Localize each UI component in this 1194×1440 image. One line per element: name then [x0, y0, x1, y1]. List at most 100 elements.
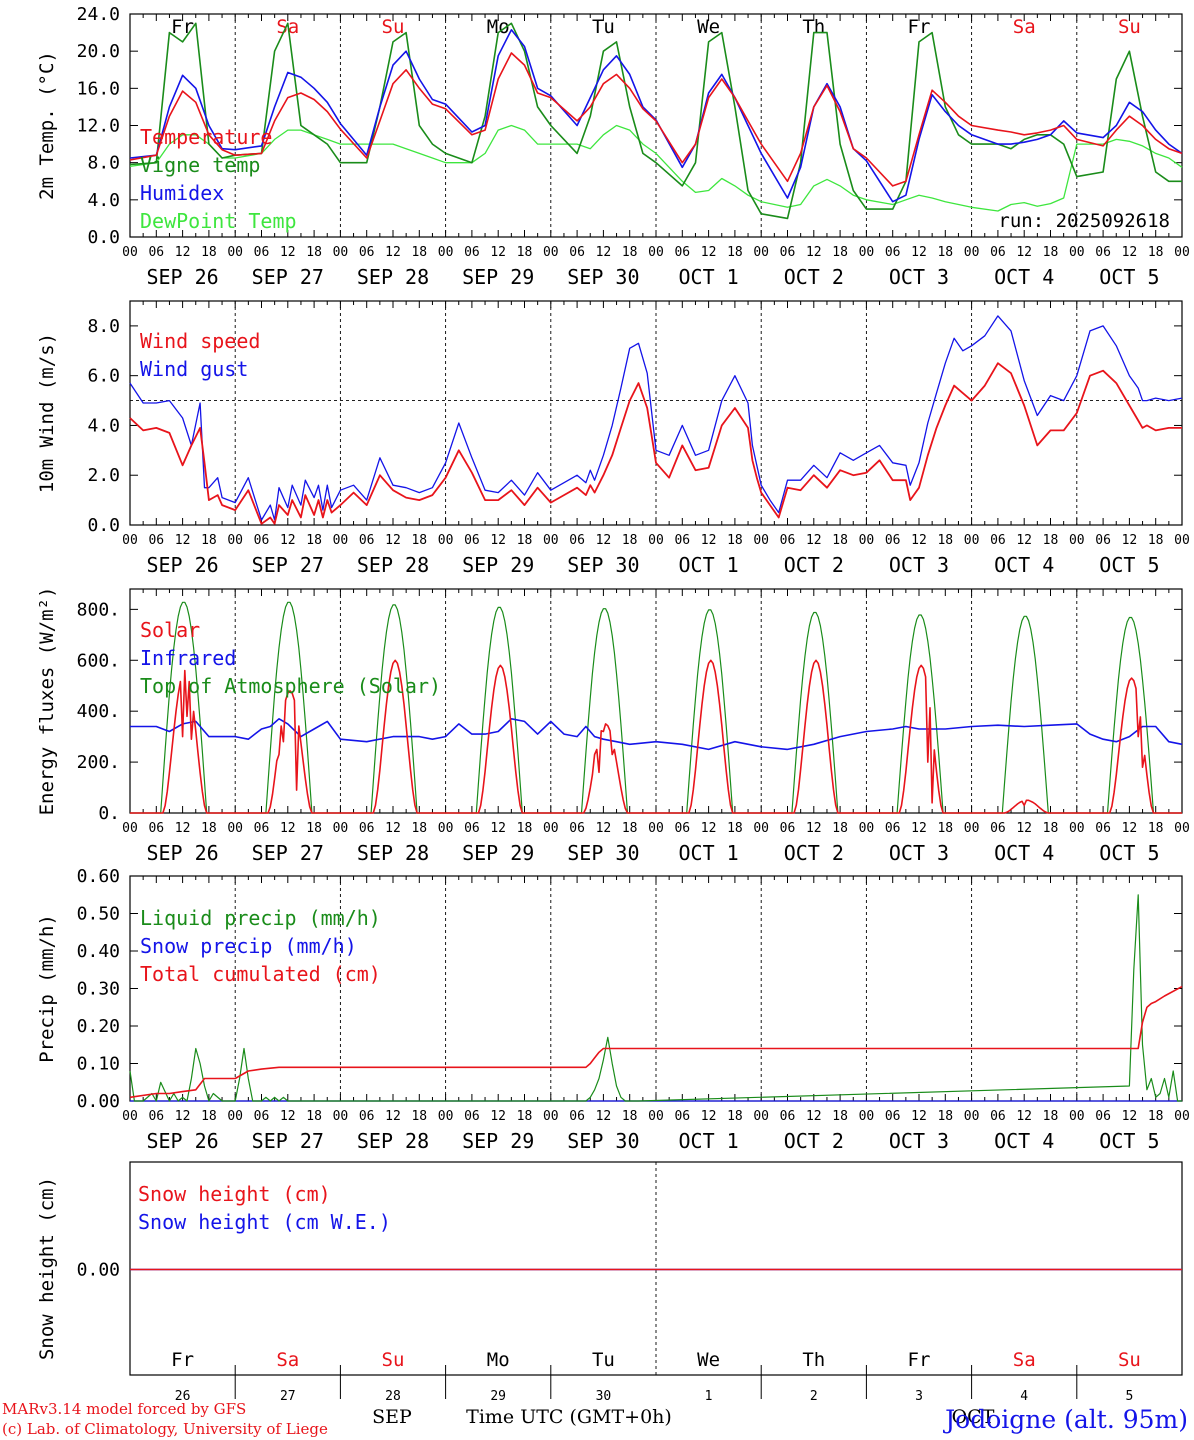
hour-tick-label: 12 — [175, 821, 191, 836]
hour-tick-label: 18 — [937, 821, 953, 836]
hour-tick-label: 00 — [438, 245, 454, 260]
hour-tick-label: 12 — [490, 821, 506, 836]
hour-tick-label: 12 — [806, 1109, 822, 1124]
legend-entry: Liquid precip (mm/h) — [140, 906, 381, 930]
hour-tick-label: 06 — [1095, 245, 1111, 260]
hour-tick-label: 12 — [701, 245, 717, 260]
y-tick-label: 2.0 — [87, 465, 120, 486]
legend-entry: Vigne temp — [140, 153, 260, 177]
hour-tick-label: 00 — [122, 821, 138, 836]
hour-tick-label: 00 — [753, 1109, 769, 1124]
y-tick-label: 0.00 — [77, 1260, 120, 1281]
day-name-label: Fr — [171, 1349, 194, 1371]
hour-tick-label: 06 — [569, 533, 585, 548]
hour-tick-label: 12 — [596, 245, 612, 260]
hour-tick-label: 12 — [1122, 1109, 1138, 1124]
date-label: SEP 29 — [462, 265, 534, 289]
date-label: OCT 1 — [678, 841, 738, 865]
hour-tick-label: 06 — [990, 533, 1006, 548]
hour-tick-label: 00 — [438, 1109, 454, 1124]
hour-tick-label: 12 — [385, 533, 401, 548]
day-name-label: Su — [1118, 16, 1141, 38]
hour-tick-label: 18 — [517, 821, 533, 836]
date-label: SEP 30 — [567, 553, 639, 577]
y-tick-label: 6.0 — [87, 366, 120, 387]
hour-tick-label: 06 — [885, 245, 901, 260]
legend-entry: Humidex — [140, 181, 224, 205]
series-vigne-temp — [129, 22, 1182, 220]
hour-tick-label: 18 — [411, 245, 427, 260]
hour-tick-label: 18 — [517, 245, 533, 260]
hour-tick-label: 12 — [490, 245, 506, 260]
day-name-label: We — [697, 1349, 720, 1371]
y-tick-label: 0.30 — [77, 979, 120, 1000]
hour-tick-label: 06 — [1095, 821, 1111, 836]
day-name-label: Th — [802, 1349, 825, 1371]
hour-tick-label: 18 — [201, 245, 217, 260]
hour-tick-label: 12 — [1122, 821, 1138, 836]
hour-tick-label: 06 — [569, 1109, 585, 1124]
day-number-label: 30 — [596, 1389, 612, 1404]
run-annotation: run: 2025092618 — [998, 210, 1170, 232]
hour-tick-label: 18 — [622, 533, 638, 548]
legend-entry: Solar — [140, 618, 200, 642]
hour-tick-label: 00 — [1174, 821, 1190, 836]
hour-tick-label: 06 — [780, 821, 796, 836]
hour-tick-label: 12 — [701, 821, 717, 836]
hour-tick-label: 18 — [727, 821, 743, 836]
hour-tick-label: 00 — [964, 533, 980, 548]
hour-tick-label: 12 — [1016, 245, 1032, 260]
series-infrared — [130, 717, 1183, 751]
date-label: OCT 5 — [1099, 1129, 1159, 1153]
hour-tick-label: 00 — [753, 821, 769, 836]
hour-tick-label: 06 — [1095, 533, 1111, 548]
series-temperature — [129, 52, 1183, 187]
date-label: SEP 30 — [567, 1129, 639, 1153]
month-label-oct: OCT — [952, 1406, 995, 1428]
date-label: SEP 27 — [252, 1129, 324, 1153]
hour-tick-label: 06 — [990, 245, 1006, 260]
hour-tick-label: 18 — [517, 533, 533, 548]
hour-tick-label: 00 — [333, 1109, 349, 1124]
hour-tick-label: 06 — [359, 1109, 375, 1124]
lab-credit: (c) Lab. of Climatology, University of L… — [2, 1420, 328, 1438]
y-tick-label: 800. — [77, 599, 120, 620]
hour-tick-label: 00 — [122, 1109, 138, 1124]
hour-tick-label: 00 — [859, 1109, 875, 1124]
day-name-label: Sa — [1013, 16, 1036, 38]
legend-entry: Wind gust — [140, 357, 248, 381]
hour-tick-label: 06 — [464, 533, 480, 548]
hour-tick-label: 00 — [333, 821, 349, 836]
date-label: SEP 28 — [357, 841, 429, 865]
day-name-label: Mo — [487, 1349, 510, 1371]
day-number-label: 28 — [385, 1389, 401, 1404]
hour-tick-label: 18 — [727, 245, 743, 260]
date-label: OCT 2 — [784, 841, 844, 865]
y-tick-label: 8.0 — [87, 153, 120, 174]
hour-tick-label: 18 — [201, 533, 217, 548]
time-axis-title: Time UTC (GMT+0h) — [466, 1406, 672, 1428]
hour-tick-label: 00 — [1174, 245, 1190, 260]
hour-tick-label: 18 — [411, 1109, 427, 1124]
hour-tick-label: 12 — [596, 821, 612, 836]
day-number-label: 27 — [280, 1389, 296, 1404]
hour-tick-label: 06 — [359, 533, 375, 548]
hour-tick-label: 18 — [937, 1109, 953, 1124]
hour-tick-label: 18 — [306, 245, 322, 260]
date-label: OCT 2 — [784, 1129, 844, 1153]
hour-tick-label: 00 — [1069, 245, 1085, 260]
day-name-label: Fr — [171, 16, 194, 38]
hour-tick-label: 00 — [753, 533, 769, 548]
hour-tick-label: 06 — [674, 533, 690, 548]
hour-tick-label: 06 — [990, 821, 1006, 836]
hour-tick-label: 06 — [148, 245, 164, 260]
series-total-cumulated-cm- — [129, 985, 1183, 1099]
hour-tick-label: 12 — [1016, 821, 1032, 836]
station-title: Jodoigne (alt. 95m) — [942, 1405, 1188, 1434]
month-label-sep: SEP — [372, 1406, 412, 1428]
legend-entry: Wind speed — [140, 329, 260, 353]
date-label: OCT 4 — [994, 265, 1054, 289]
y-axis-title: 10m Wind (m/s) — [36, 333, 58, 493]
legend-entry: DewPoint Temp — [140, 209, 297, 233]
hour-tick-label: 00 — [1069, 533, 1085, 548]
